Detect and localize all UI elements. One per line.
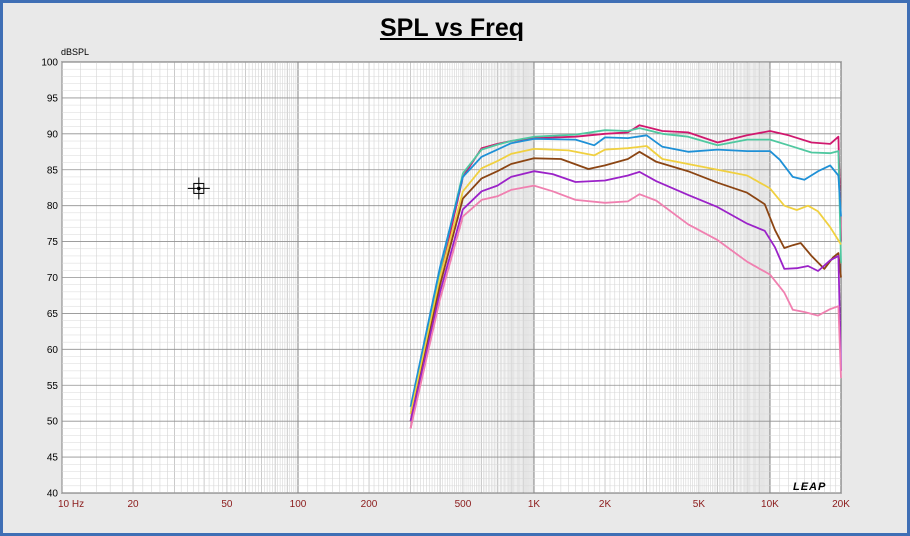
series-line-5 <box>409 150 842 422</box>
y-tick-label: 80 <box>47 201 59 212</box>
series-line-4 <box>409 145 842 415</box>
y-tick-label: 40 <box>47 489 59 500</box>
series-line-2 <box>409 127 842 415</box>
x-ticks: 10 Hz 20 50 100 200 500 1K 2K 5K 10K 20K <box>58 499 850 510</box>
x-tick-label: 200 <box>361 499 378 510</box>
x-tick-label: 5K <box>693 499 706 510</box>
y-axis-label: dBSPL <box>61 47 89 57</box>
y-tick-label: 65 <box>47 309 59 320</box>
y-tick-label: 45 <box>47 453 59 464</box>
x-tick-label: 1K <box>528 499 541 510</box>
series-line-3 <box>409 134 842 407</box>
x-tick-label: 2K <box>599 499 612 510</box>
cursor-dot <box>197 186 201 191</box>
y-tick-label: 85 <box>47 165 59 176</box>
y-tick-label: 100 <box>41 58 58 69</box>
series-group <box>409 124 842 429</box>
y-tick-label: 55 <box>47 381 59 392</box>
grid <box>61 61 842 494</box>
x-tick-label: 10K <box>761 499 779 510</box>
x-tick-label: 20K <box>832 499 850 510</box>
y-ticks: 100 95 90 85 80 75 70 65 60 55 50 45 40 <box>41 58 58 500</box>
y-tick-label: 90 <box>47 129 59 140</box>
y-tick-label: 75 <box>47 237 59 248</box>
x-tick-label: 20 <box>127 499 139 510</box>
x-tick-label: 10 Hz <box>58 499 84 510</box>
x-tick-label: 500 <box>455 499 472 510</box>
series-line-6 <box>409 170 842 422</box>
brand-label: LEAP <box>793 481 826 493</box>
y-tick-label: 60 <box>47 345 59 356</box>
series-line-7 <box>409 184 842 429</box>
cursor-marker[interactable] <box>187 177 210 200</box>
y-tick-label: 50 <box>47 417 59 428</box>
y-tick-label: 95 <box>47 93 59 104</box>
x-tick-label: 100 <box>290 499 307 510</box>
series-line-1 <box>409 124 842 429</box>
y-tick-label: 70 <box>47 273 59 284</box>
chart-title: SPL vs Freq <box>379 14 525 42</box>
x-tick-label: 50 <box>221 499 233 510</box>
